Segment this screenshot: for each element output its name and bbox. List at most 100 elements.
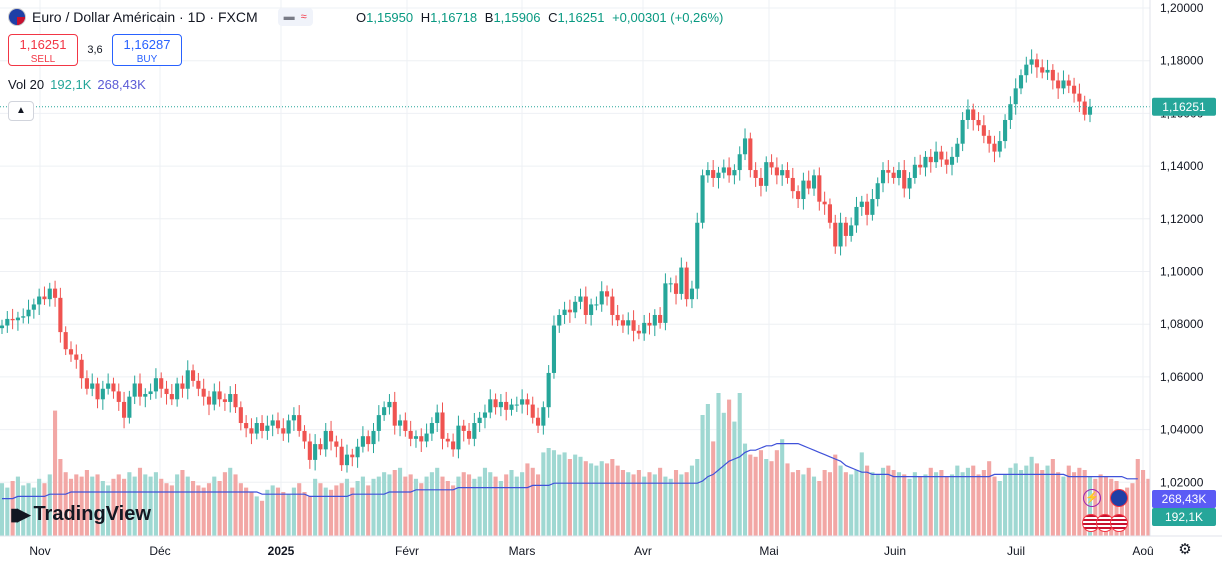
candle [31, 298, 36, 319]
volume-bar [689, 465, 695, 536]
candle-body [403, 420, 408, 431]
candle [201, 378, 206, 406]
candle-body [721, 167, 726, 173]
candle-body [1034, 59, 1039, 68]
volume-bar [1093, 478, 1098, 536]
volume-bar [228, 467, 233, 536]
candle [403, 412, 408, 437]
candle [10, 308, 15, 330]
candle [902, 160, 907, 198]
candle-body [143, 394, 148, 397]
volume-bar [578, 456, 583, 536]
volume-bar [132, 476, 137, 536]
candle [679, 257, 684, 300]
volume-bar [95, 474, 100, 536]
candle [238, 401, 243, 431]
volume-bar [42, 483, 47, 536]
candle-body [413, 436, 419, 439]
wave-icon[interactable]: ≈ [300, 11, 307, 23]
volume-bar [955, 465, 960, 536]
candle [477, 411, 482, 432]
volume-bar [732, 421, 737, 536]
volume-bar [371, 478, 376, 536]
indicator-toggle[interactable]: ▬ ≈ [277, 8, 313, 26]
price-tick-label: 1,06000 [1160, 370, 1204, 384]
candle [737, 146, 742, 181]
globe-event-icon[interactable] [1110, 489, 1128, 507]
candle-body [111, 383, 116, 392]
candle-body [307, 441, 312, 460]
candle-body [806, 180, 811, 189]
candle-body [981, 125, 986, 136]
price-tick-label: 1,04000 [1160, 423, 1204, 437]
volume-legend[interactable]: Vol 20 192,1K 268,43K [8, 77, 146, 92]
candle-body [594, 304, 599, 306]
candle-body [520, 399, 525, 405]
volume-bar [546, 448, 551, 536]
volume-bar [1018, 470, 1024, 536]
settings-gear-icon[interactable]: ⚙ [1178, 541, 1192, 558]
candle [1056, 72, 1061, 99]
us-flag-event-icon-3[interactable] [1110, 514, 1128, 532]
candle [254, 417, 259, 440]
candle-body [939, 151, 944, 160]
candle-body [95, 383, 100, 400]
candle [222, 393, 227, 411]
candle [95, 377, 100, 409]
candle-body [21, 316, 26, 318]
volume-ma-tag: 268,43K [1152, 490, 1216, 508]
volume-bar [270, 485, 275, 536]
volume-label: Vol 20 [8, 77, 45, 92]
tradingview-logo[interactable]: ▮▶ TradingView [10, 503, 151, 526]
lightning-event-icon[interactable]: ⚡ [1083, 489, 1101, 507]
volume-bar [201, 487, 206, 536]
volume-bar [764, 459, 769, 536]
candle [419, 428, 424, 452]
candle-body [408, 430, 413, 439]
candle [849, 217, 854, 242]
volume-bar [297, 483, 302, 536]
volume-bar [1072, 472, 1077, 536]
volume-bar [58, 459, 63, 536]
volume-bar [376, 476, 381, 536]
candle-body [971, 109, 976, 120]
candle-body [949, 156, 955, 165]
collapse-legend-button[interactable]: ▲ [8, 101, 34, 121]
volume-bar [1098, 474, 1103, 536]
symbol-title[interactable]: Euro / Dollar Américain · 1D · FXCM [32, 9, 258, 25]
candle [84, 370, 89, 395]
candle [270, 414, 275, 437]
candle-body [5, 318, 10, 326]
candle [196, 372, 201, 397]
candle [488, 389, 493, 419]
volume-bar [838, 465, 843, 536]
candle [132, 375, 137, 405]
candle [68, 341, 74, 362]
candle-body [100, 388, 105, 400]
candle-body [557, 314, 562, 326]
candle [153, 368, 158, 399]
volume-bar [817, 481, 822, 536]
candle-body [344, 454, 350, 466]
candle-body [90, 383, 95, 389]
candle [700, 169, 705, 229]
volume-bar [594, 465, 599, 536]
candle-body [631, 320, 636, 331]
candle [721, 159, 726, 179]
ohlc-values: O1,15950 H1,16718 B1,15906 C1,16251 +0,0… [356, 10, 723, 25]
candle [286, 414, 291, 443]
candle [461, 419, 466, 442]
buy-button[interactable]: 1,16287 BUY [112, 34, 182, 66]
volume-bar [323, 487, 328, 536]
candle-body [79, 359, 84, 379]
candle [429, 417, 434, 441]
candle [42, 286, 47, 305]
candle-body [801, 180, 806, 200]
sell-button[interactable]: 1,16251 SELL [8, 34, 78, 66]
candle [801, 172, 806, 210]
volume-bar [222, 472, 227, 536]
candle-body [673, 283, 679, 294]
minus-icon[interactable]: ▬ [283, 11, 295, 23]
candle-body [74, 354, 79, 360]
